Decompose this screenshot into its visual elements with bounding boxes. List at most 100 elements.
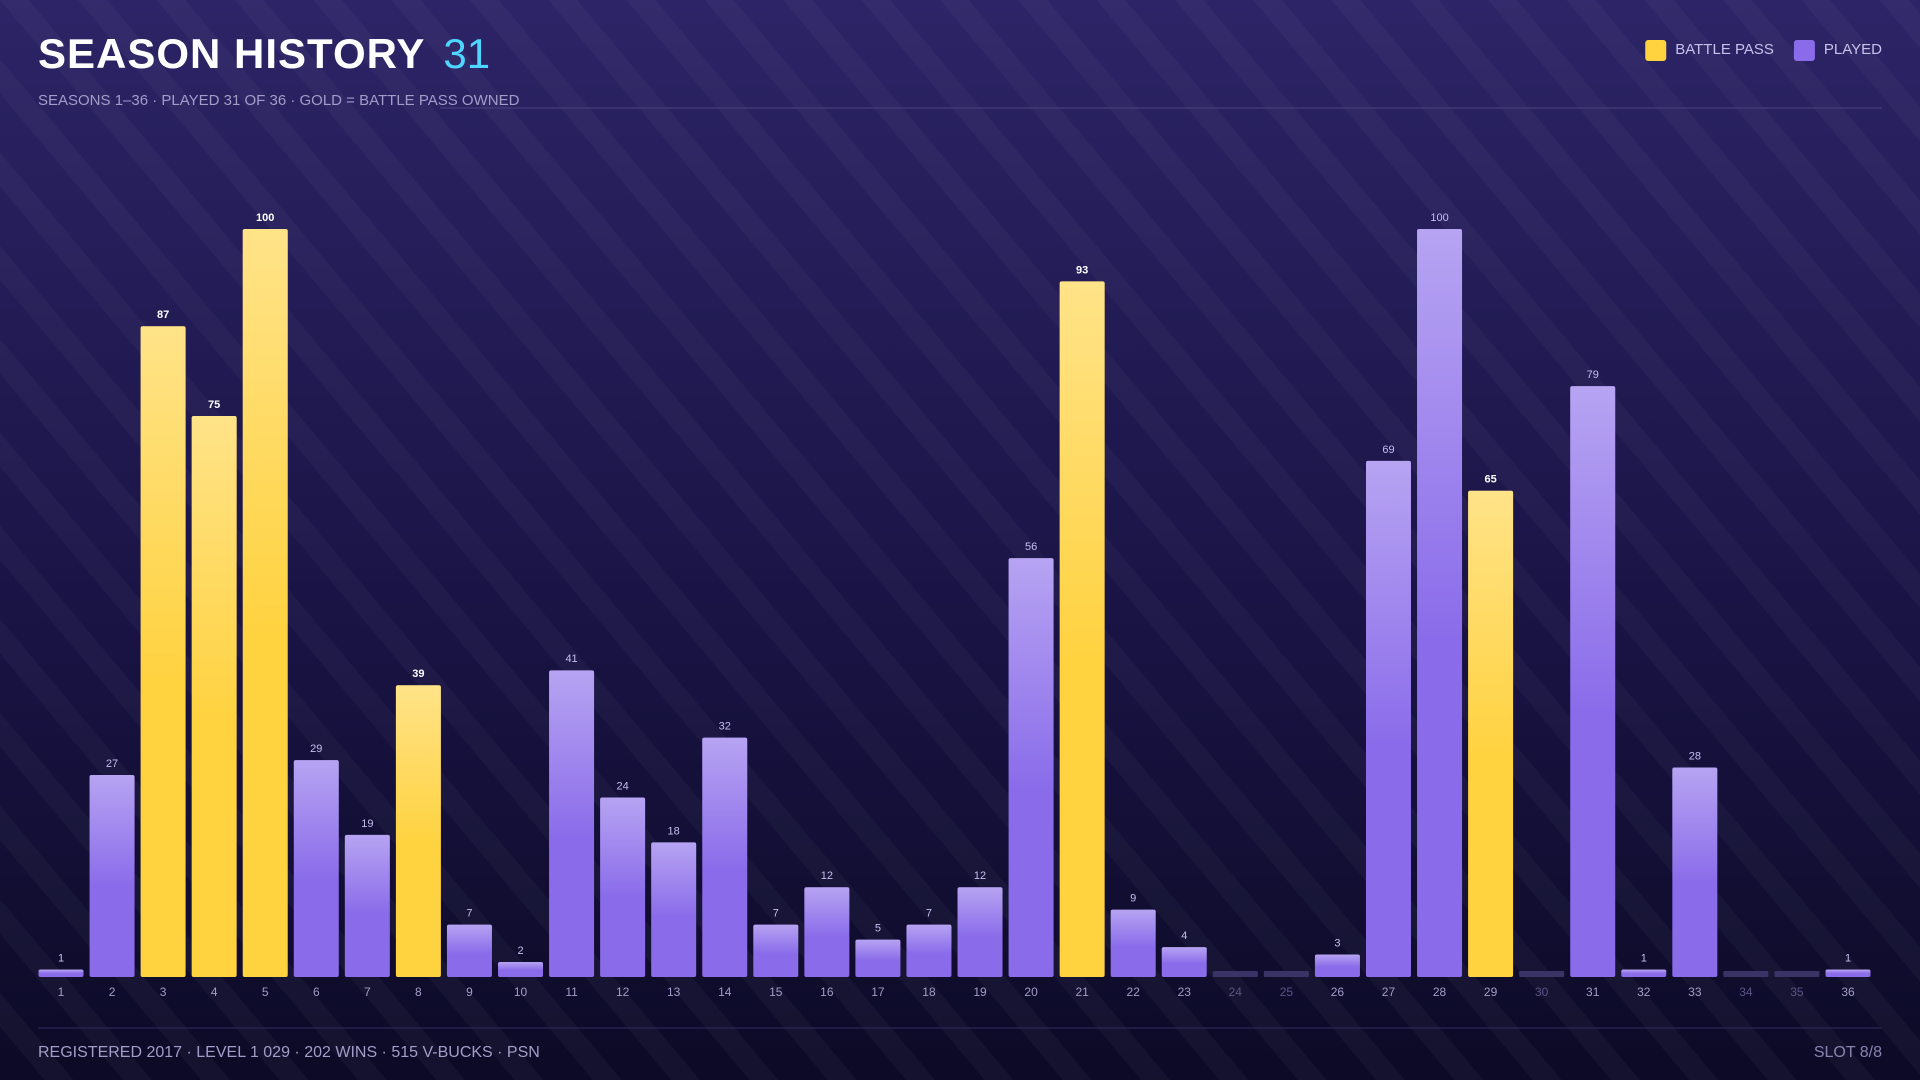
legend-swatch: [1645, 40, 1667, 61]
x-tick-label: 16: [820, 985, 834, 999]
value-label: 100: [256, 212, 274, 224]
bar-sheen: [293, 760, 339, 880]
value-label: 69: [1382, 444, 1394, 456]
x-tick-label: 21: [1075, 985, 1089, 999]
x-tick-label: 7: [364, 985, 371, 999]
legend-label: PLAYED: [1824, 41, 1882, 58]
chart-title: SEASON HISTORY: [38, 30, 425, 77]
x-tick-label: 32: [1637, 985, 1651, 999]
bar-sheen: [1365, 460, 1411, 745]
x-tick-label: 31: [1586, 985, 1600, 999]
value-label: 7: [926, 908, 932, 920]
x-tick-label: 5: [262, 985, 269, 999]
value-label: 12: [821, 870, 833, 882]
bar-sheen: [395, 685, 441, 846]
value-label: 3: [1334, 937, 1340, 949]
value-label: 27: [106, 758, 118, 770]
x-tick-label: 3: [160, 985, 167, 999]
value-label: 29: [310, 743, 322, 755]
legend-label: BATTLE PASS: [1675, 41, 1774, 58]
subtitle: SEASONS 1–36 · PLAYED 31 OF 36 · GOLD = …: [38, 92, 520, 109]
x-tick-label: 26: [1331, 985, 1345, 999]
unplayed-stub: [1519, 971, 1565, 977]
value-label: 18: [668, 825, 680, 837]
bar-sheen: [1008, 558, 1054, 789]
x-tick-label: 13: [667, 985, 681, 999]
x-tick-label: 4: [211, 985, 218, 999]
unplayed-stub: [1212, 971, 1258, 977]
value-label: 12: [974, 870, 986, 882]
bar-sheen: [344, 834, 390, 914]
value-label: 7: [466, 908, 472, 920]
bar-sheen: [549, 670, 595, 839]
value-label: 56: [1025, 541, 1037, 553]
bar-sheen: [1059, 281, 1105, 664]
bar-sheen: [1468, 490, 1514, 759]
x-tick-label: 23: [1178, 985, 1192, 999]
x-tick-label: 25: [1280, 985, 1294, 999]
x-tick-label: 6: [313, 985, 320, 999]
x-tick-label: 27: [1382, 985, 1396, 999]
value-label: 41: [565, 653, 577, 665]
x-tick-label: 24: [1229, 985, 1243, 999]
value-label: 1: [1641, 952, 1647, 964]
value-label: 2: [517, 945, 523, 957]
unplayed-stub: [1263, 971, 1309, 977]
bar-sheen: [1825, 969, 1871, 974]
x-tick-label: 10: [514, 985, 528, 999]
bar-sheen: [1672, 767, 1718, 883]
bar-sheen: [1570, 386, 1616, 712]
value-label: 28: [1689, 750, 1701, 762]
x-tick-label: 22: [1127, 985, 1141, 999]
x-tick-label: 15: [769, 985, 783, 999]
bar-sheen: [1314, 954, 1360, 967]
value-label: 5: [875, 923, 881, 935]
value-label: 7: [773, 908, 779, 920]
bar-sheen: [242, 229, 288, 641]
bar-sheen: [1110, 909, 1156, 947]
value-label: 87: [157, 309, 169, 321]
x-tick-label: 20: [1024, 985, 1038, 999]
bar-sheen: [651, 842, 697, 917]
bar-sheen: [906, 924, 952, 954]
bar-sheen: [38, 969, 84, 974]
x-tick-label: 1: [58, 985, 65, 999]
value-label: 100: [1430, 212, 1448, 224]
bar-sheen: [957, 887, 1003, 937]
value-label: 93: [1076, 264, 1088, 276]
x-tick-label: 12: [616, 985, 630, 999]
value-label: 32: [719, 721, 731, 733]
bar-sheen: [600, 797, 646, 897]
bar-sheen: [1161, 947, 1207, 964]
bar-sheen: [855, 939, 901, 961]
footer-slot: SLOT 8/8: [1814, 1044, 1882, 1061]
unplayed-stub: [1723, 971, 1769, 977]
x-tick-label: 34: [1739, 985, 1753, 999]
x-tick-label: 35: [1790, 985, 1804, 999]
value-label: 9: [1130, 893, 1136, 905]
x-tick-label: 8: [415, 985, 422, 999]
value-label: 24: [617, 780, 629, 792]
bar-sheen: [702, 737, 748, 870]
footer-stats: REGISTERED 2017 · LEVEL 1 029 · 202 WINS…: [38, 1044, 540, 1061]
bar-sheen: [446, 924, 492, 954]
x-tick-label: 14: [718, 985, 732, 999]
value-label: 1: [1845, 952, 1851, 964]
value-label: 39: [412, 668, 424, 680]
legend-swatch: [1793, 40, 1815, 61]
x-tick-label: 17: [871, 985, 885, 999]
x-tick-label: 28: [1433, 985, 1447, 999]
unplayed-stub: [1774, 971, 1820, 977]
x-tick-label: 33: [1688, 985, 1702, 999]
bar-sheen: [1621, 969, 1667, 974]
bar-sheen: [753, 924, 799, 954]
x-tick-label: 36: [1841, 985, 1855, 999]
bar-sheen: [1417, 229, 1463, 641]
x-tick-label: 19: [973, 985, 987, 999]
value-label: 4: [1181, 930, 1187, 942]
x-tick-label: 9: [466, 985, 473, 999]
played-count: 31: [443, 30, 490, 77]
x-tick-label: 18: [922, 985, 936, 999]
bar-sheen: [140, 326, 186, 685]
